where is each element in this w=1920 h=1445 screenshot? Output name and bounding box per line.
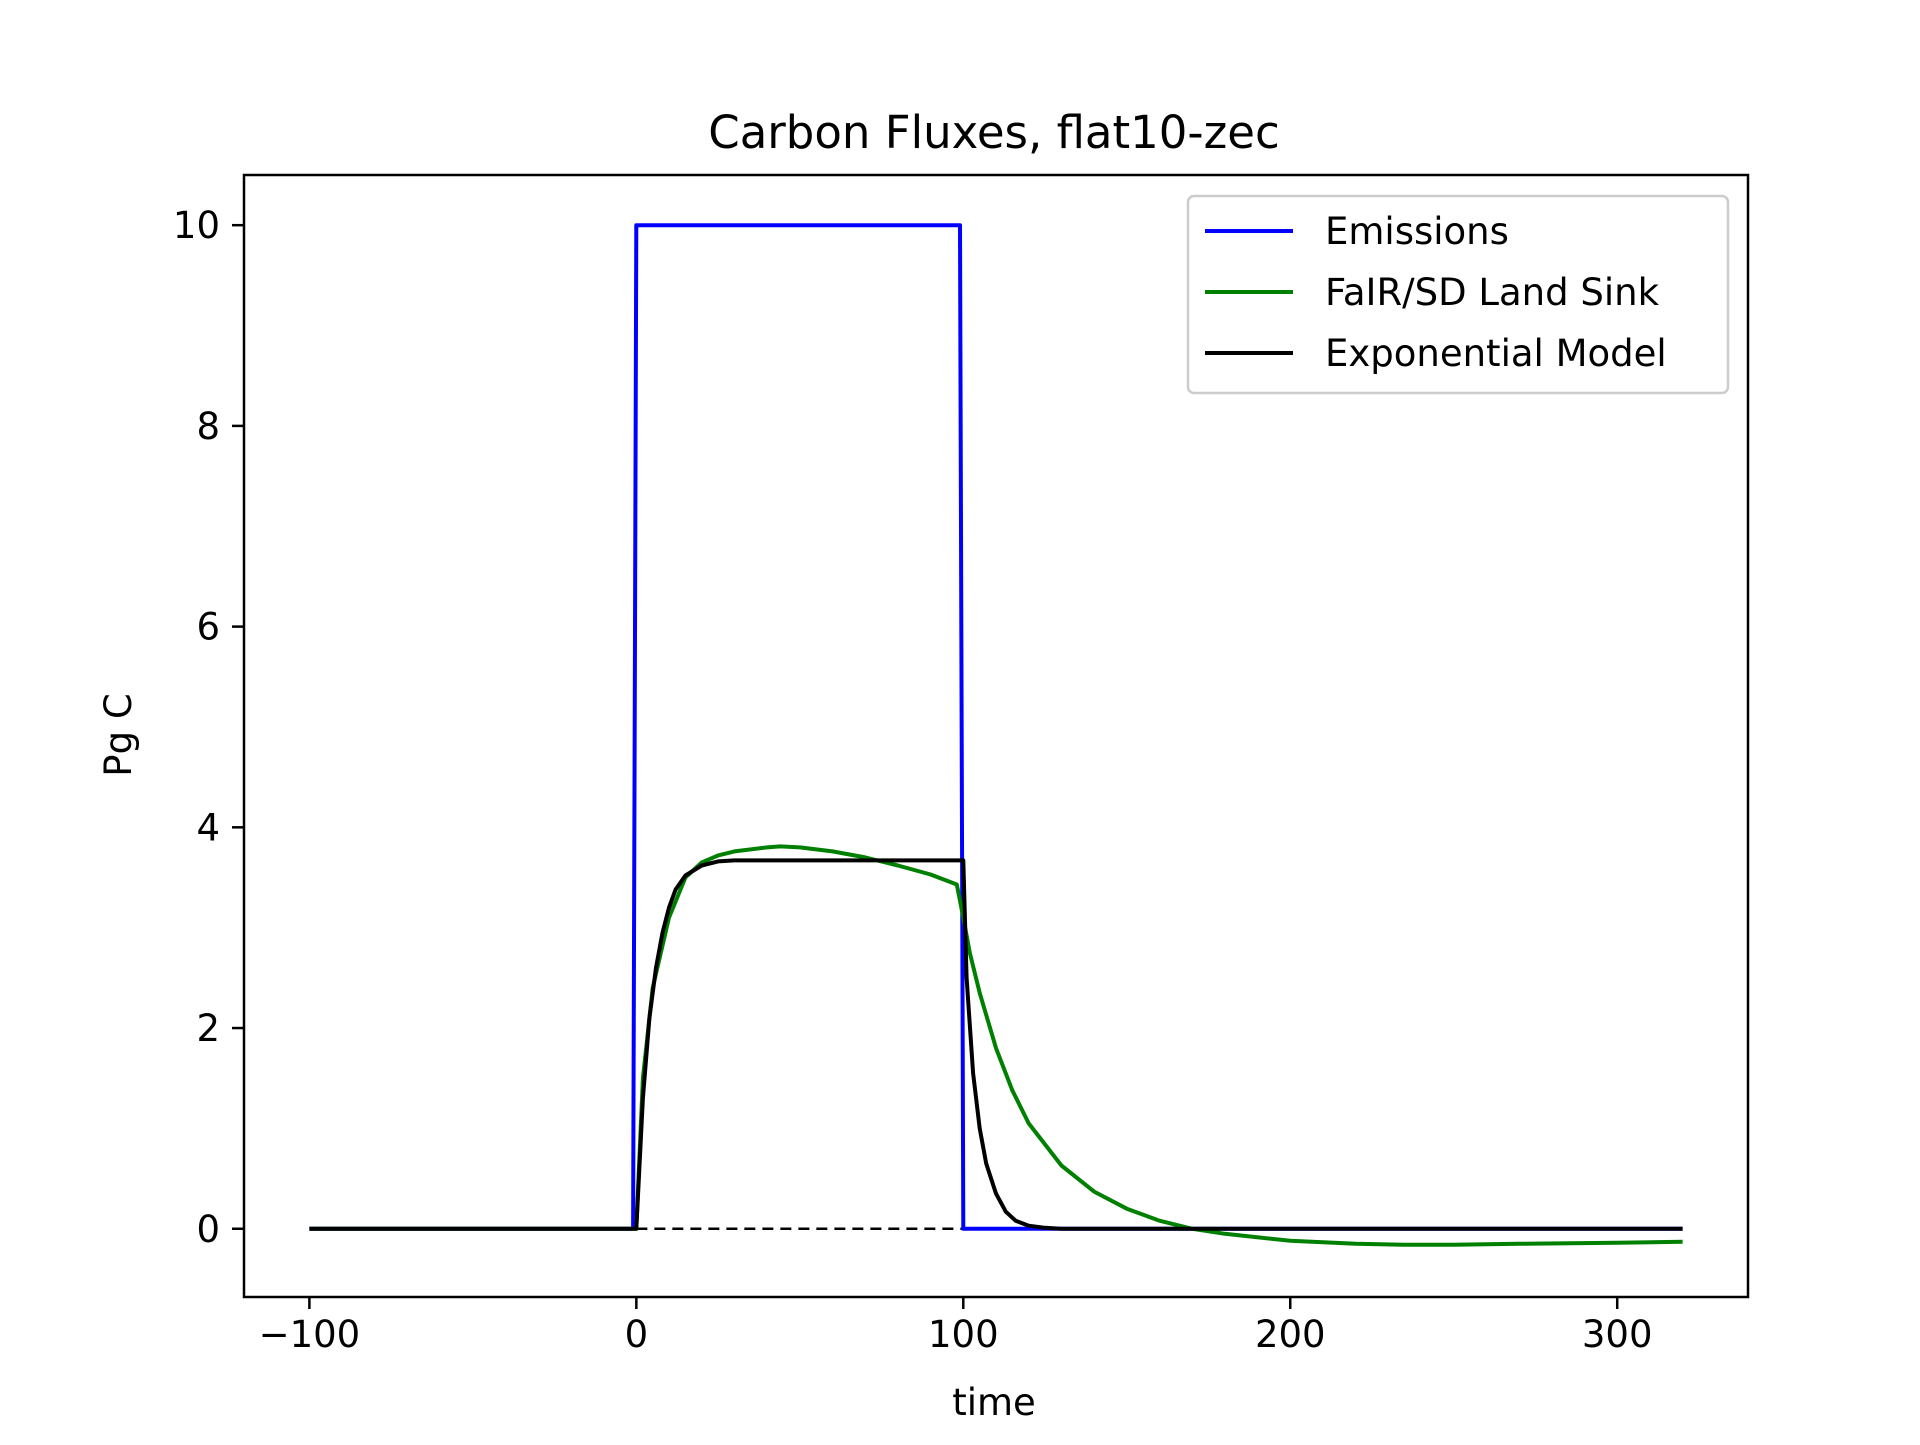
chart-title: Carbon Fluxes, flat10-zec: [708, 106, 1279, 159]
y-tick-label: 10: [173, 204, 220, 247]
x-tick-label: 200: [1255, 1313, 1326, 1356]
y-tick-label: 2: [196, 1007, 220, 1050]
y-tick-label: 6: [196, 606, 220, 649]
plot-frame: [242, 173, 1750, 1299]
legend-label-1: Emissions: [1325, 210, 1509, 253]
legend-label-2: FaIR/SD Land Sink: [1325, 271, 1660, 314]
y-tick-label: 8: [196, 405, 220, 448]
y-tick-label: 4: [196, 806, 220, 849]
x-tick-label: 300: [1582, 1313, 1653, 1356]
legend-label-3: Exponential Model: [1325, 332, 1667, 375]
x-axis-label: time: [952, 1381, 1036, 1424]
x-tick-label: −100: [259, 1313, 361, 1356]
y-axis-label: Pg C: [97, 693, 140, 776]
legend-box: [1186, 194, 1730, 395]
series-line-3: [309, 858, 1683, 1231]
y-tick-label: 0: [196, 1208, 220, 1251]
x-tick-label: 0: [625, 1313, 649, 1356]
series-line-2: [309, 844, 1683, 1247]
x-tick-label: 100: [928, 1313, 999, 1356]
